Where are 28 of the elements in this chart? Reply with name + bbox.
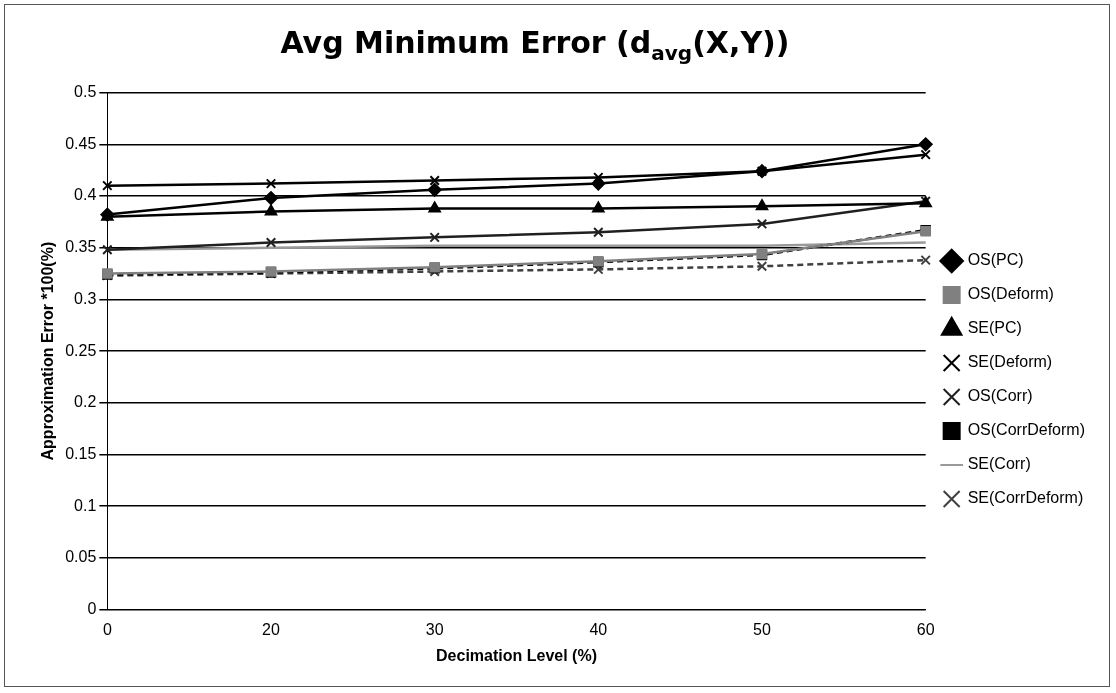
x-tick-label: 60 [916,620,935,638]
x-tick-label: 20 [262,620,281,638]
y-tick-label: 0 [87,600,97,618]
y-tick-label: 0.25 [65,341,97,359]
y-tick-label: 0.5 [74,83,97,101]
legend-label: OS(Corr) [967,387,1033,405]
y-tick-label: 0.4 [74,186,97,204]
y-axis-title: Approximation Error *100(%) [39,241,57,461]
chart-title: Avg Minimum Error (d$_{avg}$(X,Y)) [279,25,791,65]
x-tick-label: 40 [589,620,608,638]
x-axis-title: Decimation Level (%) [436,646,597,664]
legend-label: OS(Deform) [967,285,1054,303]
y-tick-label: 0.3 [74,289,97,307]
legend-label: SE(PC) [967,319,1022,337]
legend-label: SE(Deform) [967,353,1053,371]
legend-label: OS(PC) [967,251,1024,269]
legend-label: SE(Corr) [967,455,1031,473]
legend-label: OS(CorrDeform) [967,421,1086,439]
y-tick-label: 0.45 [65,134,97,152]
y-tick-label: 0.35 [65,238,97,256]
x-tick-label: 0 [102,620,112,638]
legend-label: SE(CorrDeform) [967,489,1084,507]
y-tick-label: 0.2 [74,393,97,411]
y-tick-label: 0.05 [65,548,97,566]
y-tick-label: 0.1 [74,496,97,514]
x-tick-label: 30 [425,620,444,638]
x-tick-label: 50 [753,620,771,638]
y-tick-label: 0.15 [65,444,97,462]
